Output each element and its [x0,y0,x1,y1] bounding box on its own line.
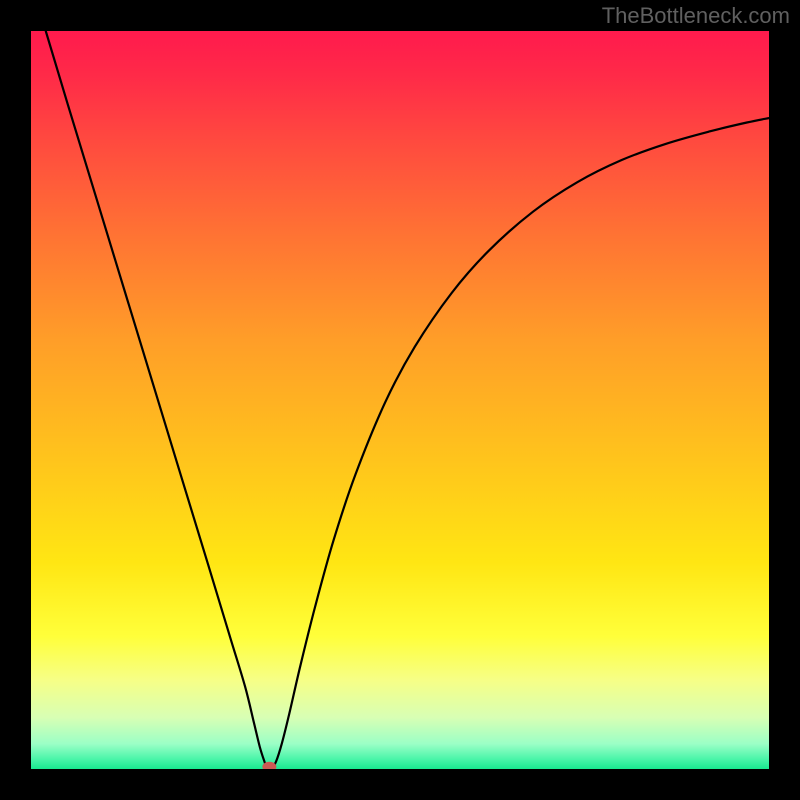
plot-svg [31,31,769,769]
bottleneck-curve [46,31,769,769]
chart-canvas: TheBottleneck.com [0,0,800,800]
plot-area [31,31,769,769]
attribution-text: TheBottleneck.com [602,3,790,29]
